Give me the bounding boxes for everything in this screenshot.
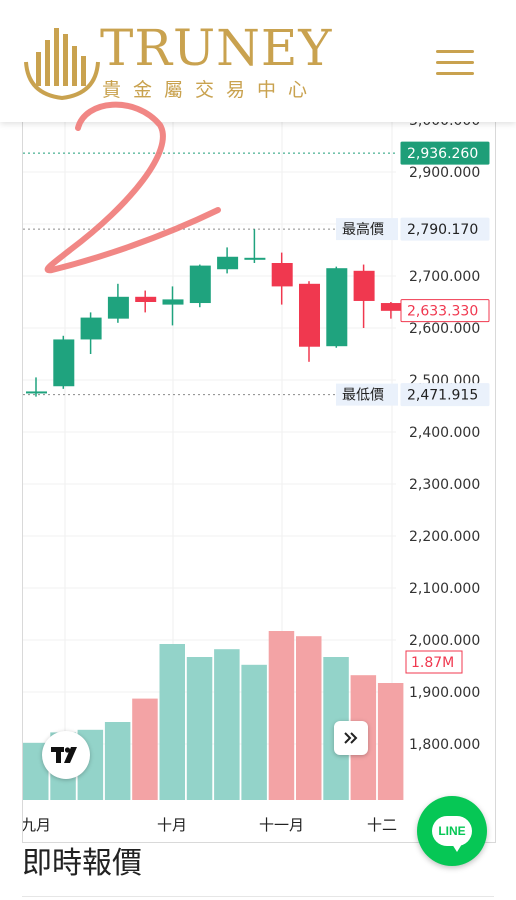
volume-bar: [132, 698, 158, 800]
candle-body: [80, 317, 102, 340]
volume-bar: [186, 657, 213, 800]
candle-body: [380, 303, 402, 311]
y-tick-label: 2,200.000: [409, 529, 480, 545]
x-tick-label: 十二: [367, 816, 397, 834]
high-price-label-bg: [336, 218, 398, 241]
tradingview-logo-icon[interactable]: [42, 731, 90, 779]
volume-bar: [377, 683, 404, 800]
candle-body: [299, 283, 320, 347]
low-price-label-bg: [336, 383, 398, 406]
candle-body: [217, 256, 239, 270]
brand-name[interactable]: TRUNEY: [100, 19, 333, 77]
price-chart[interactable]: 3,000.0002,900.0002,800.0002,700.0002,60…: [22, 110, 496, 843]
candle-body: [271, 263, 293, 287]
line-chat-button[interactable]: LINE: [417, 796, 487, 866]
high-price-tag: [400, 217, 490, 241]
divider: [22, 896, 494, 897]
candle-body: [244, 257, 266, 260]
y-tick-label: 2,100.000: [409, 581, 480, 597]
volume-bar: [241, 664, 267, 800]
y-tick-label: 2,900.000: [409, 165, 480, 181]
volume-bar: [104, 722, 131, 800]
y-tick-label: 1,800.000: [409, 737, 480, 753]
last-price-tag: [400, 299, 490, 323]
y-tick-label: 2,000.000: [409, 633, 480, 649]
volume-bar: [159, 644, 185, 800]
site-header: TRUNEY 貴金屬交易中心: [0, 0, 516, 122]
high-price-label: 最高價: [342, 221, 384, 238]
y-tick-label: 2,300.000: [409, 477, 480, 493]
line-label: LINE: [438, 824, 466, 838]
candle-body: [135, 296, 157, 302]
double-chevron-right-icon[interactable]: [334, 721, 368, 755]
x-tick-label: 十一月: [259, 816, 304, 834]
candle-body: [162, 299, 184, 305]
x-tick-label: 九月: [23, 816, 51, 834]
volume-bar: [214, 649, 240, 800]
columns-logo-icon[interactable]: [22, 22, 102, 100]
low-price-tag: [400, 383, 490, 407]
last-price-value: 2,633.330: [407, 304, 478, 320]
page-title: 即時報價: [22, 846, 142, 881]
y-tick-label: 2,600.000: [409, 321, 480, 337]
brand-subtitle: 貴金屬交易中心: [102, 79, 320, 101]
x-tick-label: 十月: [157, 816, 187, 834]
line-chat-icon: LINE: [432, 816, 472, 852]
candle-body: [53, 339, 75, 387]
high-price-value: 2,790.170: [407, 222, 478, 238]
top-price-tag: [400, 141, 490, 165]
low-price-value: 2,471.915: [407, 388, 478, 404]
y-tick-label: 1,900.000: [409, 685, 480, 701]
low-price-label: 最低價: [342, 387, 384, 404]
y-tick-label: 2,700.000: [409, 269, 480, 285]
candle-body: [26, 391, 47, 394]
candlestick-chart[interactable]: 3,000.0002,900.0002,800.0002,700.0002,60…: [23, 110, 495, 842]
volume-bar: [268, 631, 295, 800]
hamburger-menu-icon[interactable]: [436, 50, 474, 76]
volume-bar: [296, 636, 322, 800]
top-price-value: 2,936.260: [407, 146, 478, 162]
candle-body: [107, 296, 129, 319]
candle-body: [326, 268, 348, 347]
candle-body: [189, 265, 211, 304]
volume-tag: [405, 650, 463, 674]
candle-body: [353, 270, 375, 301]
y-tick-label: 2,400.000: [409, 425, 480, 441]
volume-value: 1.87M: [411, 655, 454, 671]
